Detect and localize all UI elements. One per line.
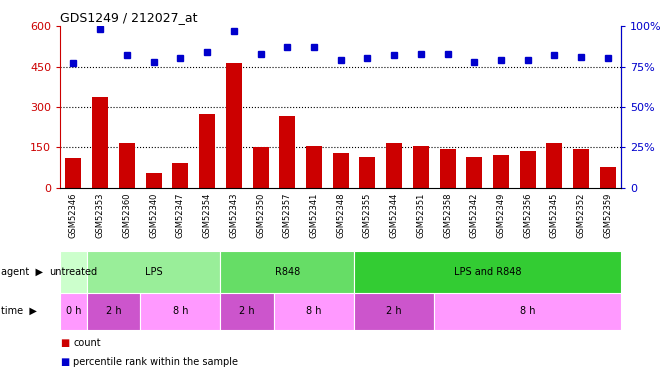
Bar	[60, 251, 87, 292]
Text: untreated: untreated	[49, 267, 98, 277]
Text: 8 h: 8 h	[306, 306, 322, 316]
Bar	[87, 251, 220, 292]
Bar	[146, 173, 162, 188]
Text: 8 h: 8 h	[172, 306, 188, 316]
Bar	[306, 146, 322, 188]
Text: LPS: LPS	[145, 267, 162, 277]
Text: 2 h: 2 h	[106, 306, 122, 316]
Bar	[520, 151, 536, 188]
Bar	[333, 153, 349, 188]
Text: 2 h: 2 h	[239, 306, 255, 316]
Bar	[573, 148, 589, 188]
Bar	[359, 157, 375, 188]
Text: agent  ▶: agent ▶	[1, 267, 43, 277]
Text: time  ▶: time ▶	[1, 306, 37, 316]
Bar	[172, 164, 188, 188]
Text: GDS1249 / 212027_at: GDS1249 / 212027_at	[60, 11, 198, 24]
Bar	[220, 292, 274, 330]
Bar	[386, 143, 402, 188]
Bar	[119, 143, 135, 188]
Bar	[65, 158, 81, 188]
Text: percentile rank within the sample: percentile rank within the sample	[73, 357, 238, 368]
Bar	[199, 114, 215, 188]
Bar	[600, 167, 616, 188]
Bar	[226, 63, 242, 188]
Text: 2 h: 2 h	[386, 306, 402, 316]
Bar	[466, 157, 482, 188]
Text: count: count	[73, 338, 101, 348]
Text: LPS and R848: LPS and R848	[454, 267, 522, 277]
Bar	[253, 147, 269, 188]
Bar	[493, 155, 509, 188]
Text: 0 h: 0 h	[65, 306, 81, 316]
Bar	[140, 292, 220, 330]
Text: R848: R848	[275, 267, 300, 277]
Bar	[220, 251, 354, 292]
Bar	[60, 292, 87, 330]
Bar	[440, 148, 456, 188]
Text: ■: ■	[60, 338, 69, 348]
Bar	[87, 292, 140, 330]
Bar	[92, 98, 108, 188]
Text: 8 h: 8 h	[520, 306, 536, 316]
Bar	[434, 292, 621, 330]
Bar	[546, 143, 562, 188]
Bar	[354, 251, 621, 292]
Bar	[354, 292, 434, 330]
Bar	[279, 116, 295, 188]
Bar	[274, 292, 354, 330]
Bar	[413, 146, 429, 188]
Text: ■: ■	[60, 357, 69, 368]
